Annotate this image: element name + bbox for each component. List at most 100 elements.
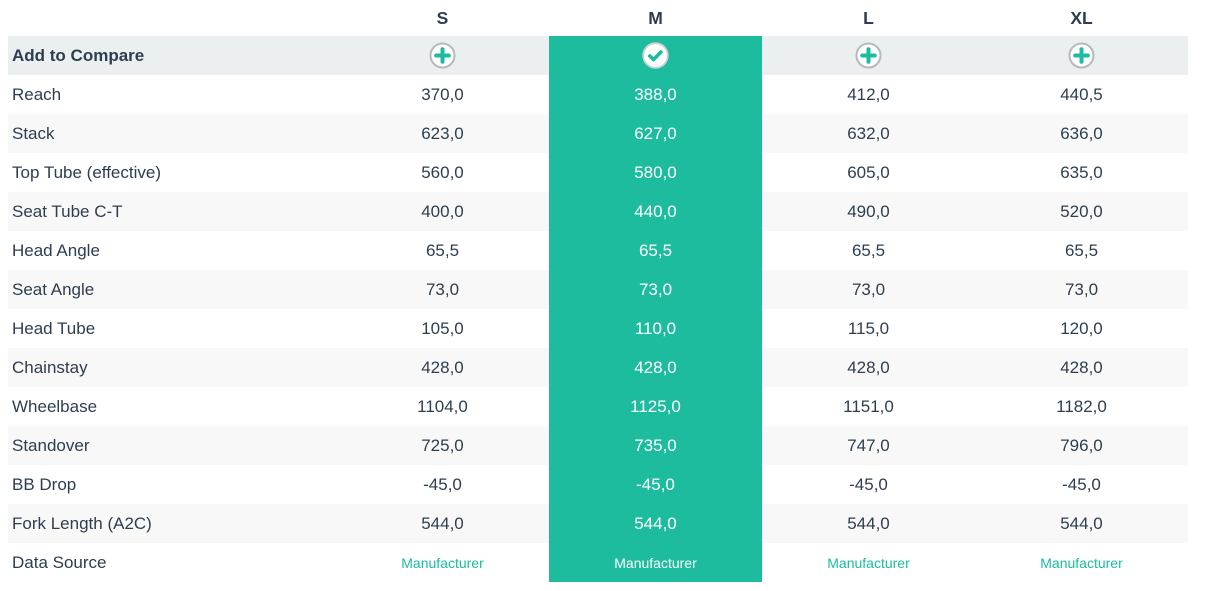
- data-source-link-s[interactable]: Manufacturer: [401, 554, 484, 571]
- value-cell-m-standover: 735,0: [549, 426, 762, 465]
- value-cell-s-top-tube-effective: 560,0: [421, 162, 464, 182]
- table-row-head-tube: Head Tube 105,0 110,0 115,0 120,0: [8, 309, 1188, 348]
- data-source-row: Data Source Manufacturer Manufacturer Manu…: [8, 543, 1188, 582]
- table-row-reach: Reach 370,0 388,0 412,0 440,5: [8, 75, 1188, 114]
- metric-label: Fork Length (A2C): [12, 513, 152, 533]
- value-cell-l-seat-angle: 73,0: [851, 279, 886, 299]
- value-cell-l-reach: 412,0: [847, 84, 890, 104]
- value-cell-xl-wheelbase: 1182,0: [1056, 396, 1107, 416]
- plus-icon[interactable]: [1068, 42, 1095, 69]
- value-cell-s-head-tube: 105,0: [421, 318, 464, 338]
- value-cell-l-seat-tube-c-t: 490,0: [847, 201, 890, 221]
- size-header-xl: XL: [1070, 7, 1093, 28]
- data-source-label: Data Source: [12, 552, 107, 572]
- metric-label: Seat Tube C-T: [12, 201, 123, 221]
- value-cell-xl-top-tube-effective: 635,0: [1060, 162, 1103, 182]
- table-row-seat-tube-c-t: Seat Tube C-T 400,0 440,0 490,0 520,0: [8, 192, 1188, 231]
- table-row-top-tube-effective: Top Tube (effective) 560,0 580,0 605,0 635,…: [8, 153, 1188, 192]
- table-row-fork-length-a2c: Fork Length (A2C) 544,0 544,0 544,0 544,0: [8, 504, 1188, 543]
- metric-rows: Reach 370,0 388,0 412,0 440,5 Stack 623,0 62…: [8, 75, 1188, 543]
- value-cell-m-fork-length-a2c: 544,0: [549, 504, 762, 543]
- value-cell-s-bb-drop: -45,0: [423, 474, 462, 494]
- table-row-bb-drop: BB Drop -45,0 -45,0 -45,0 -45,0: [8, 465, 1188, 504]
- metric-label: Wheelbase: [12, 396, 98, 416]
- value-cell-m-reach: 388,0: [549, 75, 762, 114]
- value-cell-xl-stack: 636,0: [1060, 123, 1103, 143]
- table-row-wheelbase: Wheelbase 1104,0 1125,0 1151,0 1182,0: [8, 387, 1188, 426]
- value-cell-l-chainstay: 428,0: [847, 357, 890, 377]
- value-cell-m-bb-drop: -45,0: [549, 465, 762, 504]
- value-cell-m-seat-tube-c-t: 440,0: [549, 192, 762, 231]
- value-cell-xl-seat-tube-c-t: 520,0: [1060, 201, 1103, 221]
- value-cell-s-standover: 725,0: [421, 435, 464, 455]
- size-header-s: S: [436, 7, 449, 28]
- value-cell-m-head-tube: 110,0: [549, 309, 762, 348]
- value-cell-l-bb-drop: -45,0: [849, 474, 888, 494]
- compare-cell-l[interactable]: [762, 36, 975, 75]
- data-source-cell-xl: Manufacturer: [975, 543, 1188, 582]
- data-source-cell-l: Manufacturer: [762, 543, 975, 582]
- value-cell-xl-fork-length-a2c: 544,0: [1060, 513, 1103, 533]
- plus-icon[interactable]: [855, 42, 882, 69]
- value-cell-s-wheelbase: 1104,0: [417, 396, 468, 416]
- table-row-standover: Standover 725,0 735,0 747,0 796,0: [8, 426, 1188, 465]
- value-cell-m-stack: 627,0: [549, 114, 762, 153]
- metric-label: Seat Angle: [12, 279, 95, 299]
- size-header-m: M: [648, 7, 663, 28]
- metric-label: Standover: [12, 435, 90, 455]
- value-cell-xl-head-tube: 120,0: [1060, 318, 1103, 338]
- value-cell-xl-chainstay: 428,0: [1060, 357, 1103, 377]
- value-cell-xl-bb-drop: -45,0: [1062, 474, 1101, 494]
- value-cell-l-standover: 747,0: [847, 435, 890, 455]
- metric-label: Chainstay: [12, 357, 88, 377]
- metric-label: Top Tube (effective): [12, 162, 161, 182]
- value-cell-l-stack: 632,0: [847, 123, 890, 143]
- metric-label: Stack: [12, 123, 55, 143]
- table-row-seat-angle: Seat Angle 73,0 73,0 73,0 73,0: [8, 270, 1188, 309]
- value-cell-s-head-angle: 65,5: [425, 240, 460, 260]
- value-cell-m-wheelbase: 1125,0: [549, 387, 762, 426]
- add-to-compare-row: Add to Compare: [8, 36, 1188, 75]
- value-cell-l-wheelbase: 1151,0: [843, 396, 894, 416]
- metric-label: Head Angle: [12, 240, 100, 260]
- value-cell-s-fork-length-a2c: 544,0: [421, 513, 464, 533]
- compare-cell-m[interactable]: [549, 36, 762, 75]
- value-cell-l-head-tube: 115,0: [847, 318, 890, 338]
- value-cell-l-head-angle: 65,5: [851, 240, 886, 260]
- data-source-link-m[interactable]: Manufacturer: [614, 554, 697, 571]
- size-header-row: S M L XL: [8, 0, 1188, 36]
- value-cell-m-head-angle: 65,5: [549, 231, 762, 270]
- value-cell-m-chainstay: 428,0: [549, 348, 762, 387]
- value-cell-m-seat-angle: 73,0: [549, 270, 762, 309]
- value-cell-s-stack: 623,0: [421, 123, 464, 143]
- add-to-compare-label: Add to Compare: [12, 45, 145, 65]
- value-cell-l-fork-length-a2c: 544,0: [847, 513, 890, 533]
- value-cell-s-chainstay: 428,0: [421, 357, 464, 377]
- plus-icon[interactable]: [429, 42, 456, 69]
- value-cell-s-seat-tube-c-t: 400,0: [421, 201, 464, 221]
- geometry-comparison-table: S M L XL Add to Compare Reach 370,0 388,0 412…: [8, 0, 1188, 582]
- value-cell-l-top-tube-effective: 605,0: [847, 162, 890, 182]
- value-cell-s-seat-angle: 73,0: [425, 279, 460, 299]
- metric-label: Head Tube: [12, 318, 96, 338]
- data-source-link-xl[interactable]: Manufacturer: [1040, 554, 1123, 571]
- value-cell-m-top-tube-effective: 580,0: [549, 153, 762, 192]
- value-cell-xl-standover: 796,0: [1060, 435, 1103, 455]
- table-row-head-angle: Head Angle 65,5 65,5 65,5 65,5: [8, 231, 1188, 270]
- table-row-chainstay: Chainstay 428,0 428,0 428,0 428,0: [8, 348, 1188, 387]
- value-cell-xl-reach: 440,5: [1060, 84, 1103, 104]
- data-source-link-l[interactable]: Manufacturer: [827, 554, 910, 571]
- table-row-stack: Stack 623,0 627,0 632,0 636,0: [8, 114, 1188, 153]
- compare-cell-s[interactable]: [336, 36, 549, 75]
- value-cell-s-reach: 370,0: [421, 84, 464, 104]
- data-source-cell-s: Manufacturer: [336, 543, 549, 582]
- value-cell-xl-seat-angle: 73,0: [1064, 279, 1099, 299]
- metric-label: BB Drop: [12, 474, 77, 494]
- size-header-spacer: [8, 0, 336, 36]
- compare-cell-xl[interactable]: [975, 36, 1188, 75]
- size-header-l: L: [863, 7, 874, 28]
- data-source-cell-m: Manufacturer: [549, 543, 762, 582]
- metric-label: Reach: [12, 84, 62, 104]
- value-cell-xl-head-angle: 65,5: [1064, 240, 1099, 260]
- check-icon[interactable]: [642, 42, 669, 69]
